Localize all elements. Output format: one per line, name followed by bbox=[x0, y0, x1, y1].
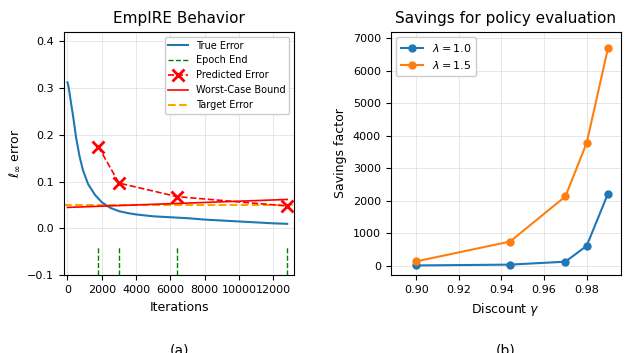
True Error bbox=[79, 168, 87, 172]
True Error bbox=[284, 222, 291, 226]
True Error bbox=[150, 214, 157, 219]
$\lambda = 1.0$ bbox=[583, 244, 591, 248]
$\lambda = 1.0$ bbox=[412, 263, 420, 268]
Text: (a): (a) bbox=[170, 343, 189, 353]
True Error bbox=[63, 80, 71, 84]
True Error bbox=[106, 206, 114, 210]
X-axis label: Discount $\gamma$: Discount $\gamma$ bbox=[472, 301, 540, 318]
$\lambda = 1.5$ bbox=[561, 194, 569, 198]
Legend: $\lambda = 1.0$, $\lambda = 1.5$: $\lambda = 1.0$, $\lambda = 1.5$ bbox=[396, 37, 476, 76]
True Error bbox=[72, 135, 80, 139]
Line: $\lambda = 1.0$: $\lambda = 1.0$ bbox=[413, 190, 611, 269]
True Error bbox=[124, 211, 131, 215]
True Error bbox=[67, 100, 75, 104]
True Error bbox=[115, 209, 123, 213]
True Error bbox=[132, 213, 140, 217]
True Error bbox=[84, 182, 92, 186]
Line: True Error: True Error bbox=[67, 82, 287, 224]
Predicted Error bbox=[284, 204, 291, 208]
True Error bbox=[236, 219, 243, 223]
$\lambda = 1.5$ bbox=[506, 239, 514, 244]
True Error bbox=[166, 215, 174, 219]
Line: $\lambda = 1.5$: $\lambda = 1.5$ bbox=[413, 44, 611, 265]
True Error bbox=[184, 216, 191, 220]
True Error bbox=[98, 200, 106, 204]
Y-axis label: Savings factor: Savings factor bbox=[334, 109, 348, 198]
True Error bbox=[70, 116, 77, 120]
True Error bbox=[65, 84, 72, 88]
Title: Savings for policy evaluation: Savings for policy evaluation bbox=[396, 11, 616, 26]
$\lambda = 1.0$ bbox=[506, 263, 514, 267]
$\lambda = 1.5$ bbox=[604, 46, 612, 50]
Title: EmpIRE Behavior: EmpIRE Behavior bbox=[113, 11, 245, 26]
Legend: True Error, Epoch End, Predicted Error, Worst-Case Bound, Target Error: True Error, Epoch End, Predicted Error, … bbox=[164, 37, 289, 114]
True Error bbox=[218, 219, 226, 223]
Target Error bbox=[63, 203, 71, 207]
$\lambda = 1.5$ bbox=[583, 141, 591, 145]
True Error bbox=[269, 221, 277, 226]
True Error bbox=[201, 217, 209, 222]
True Error bbox=[76, 154, 83, 158]
Target Error bbox=[63, 203, 71, 207]
X-axis label: Iterations: Iterations bbox=[149, 301, 209, 313]
Y-axis label: $\ell_\infty$ error: $\ell_\infty$ error bbox=[8, 129, 22, 178]
Predicted Error bbox=[115, 181, 123, 185]
Predicted Error bbox=[173, 195, 181, 199]
True Error bbox=[91, 193, 99, 197]
Line: Predicted Error: Predicted Error bbox=[92, 140, 294, 212]
Predicted Error bbox=[95, 144, 102, 149]
True Error bbox=[65, 88, 73, 92]
True Error bbox=[252, 220, 260, 225]
$\lambda = 1.0$ bbox=[604, 191, 612, 196]
$\lambda = 1.5$ bbox=[412, 259, 420, 263]
Text: (b): (b) bbox=[496, 343, 516, 353]
$\lambda = 1.0$ bbox=[561, 259, 569, 264]
